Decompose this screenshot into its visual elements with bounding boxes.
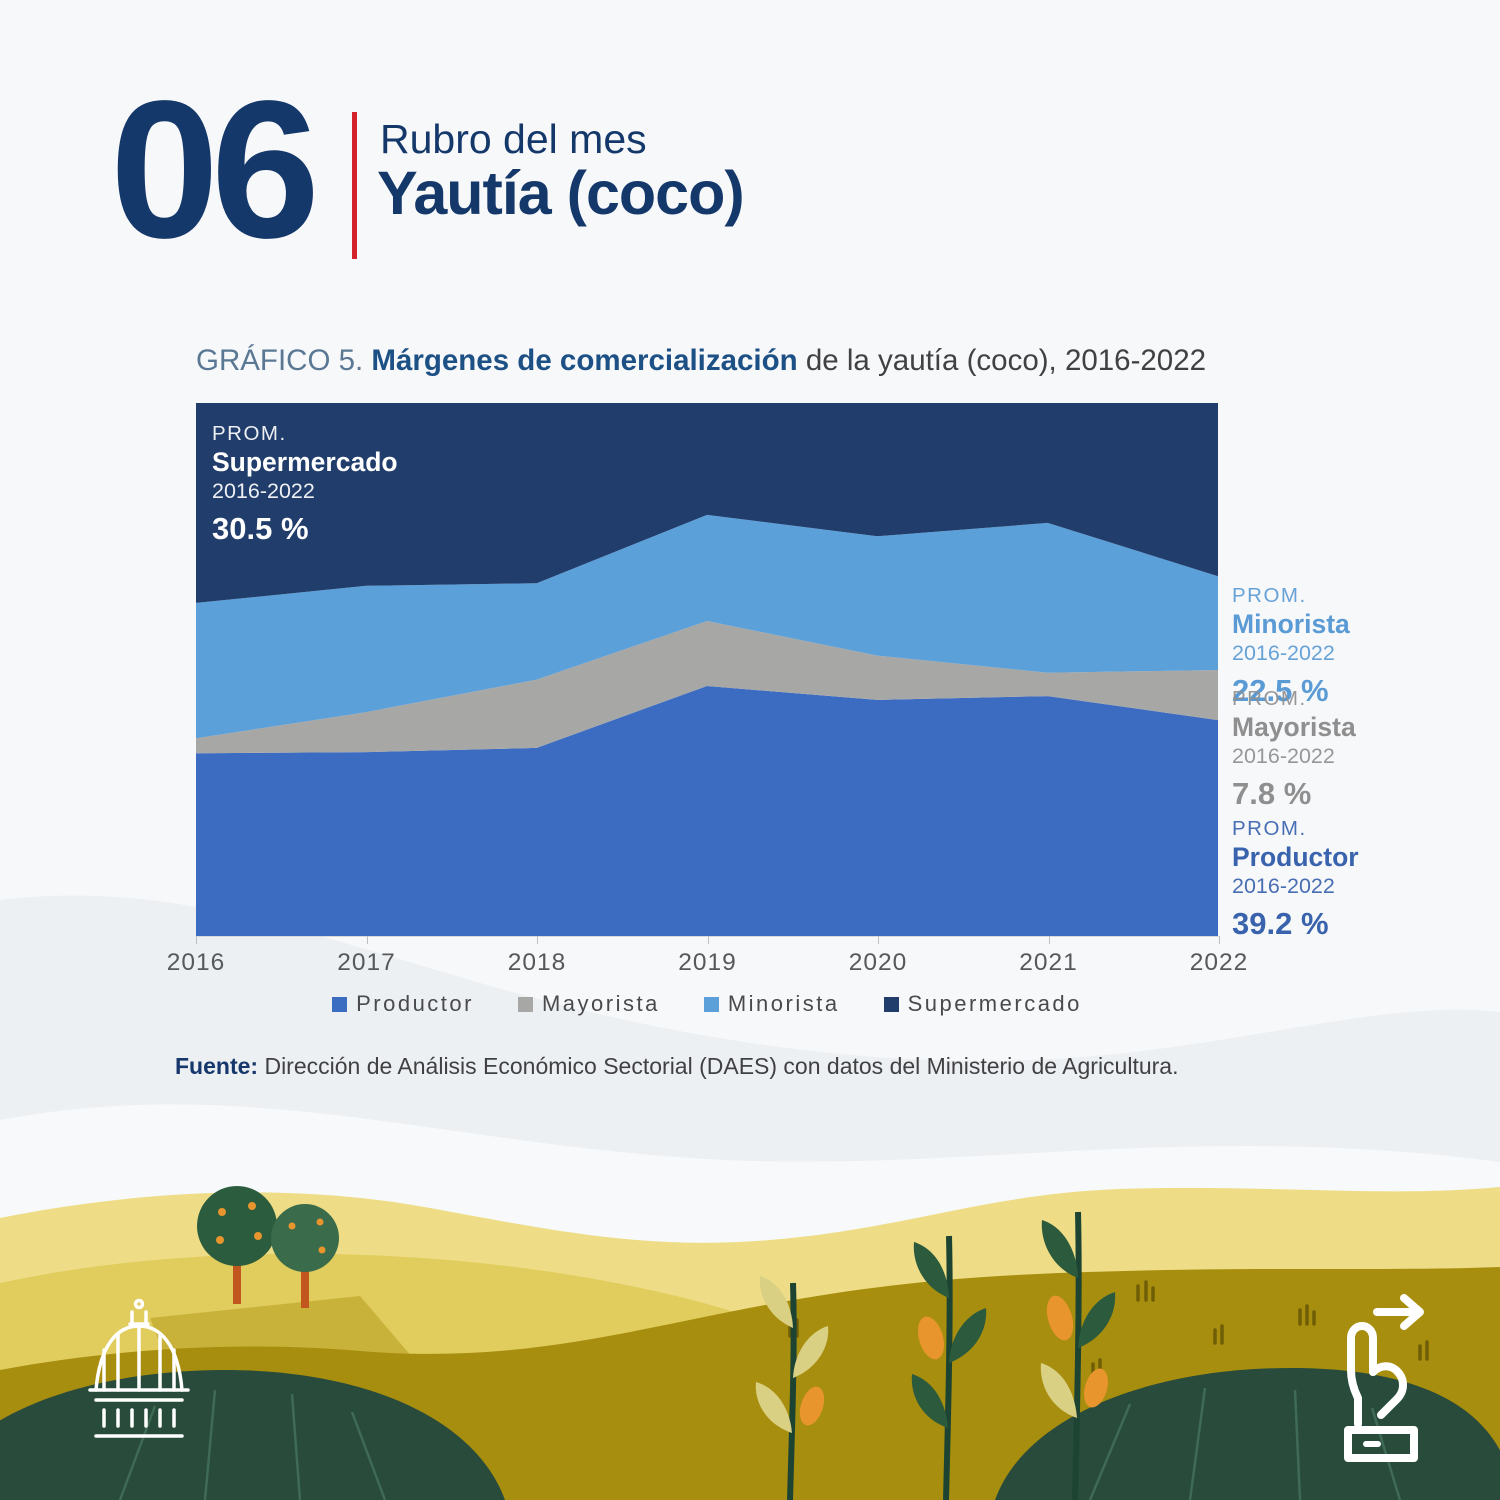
tree-icon — [197, 1186, 277, 1304]
area-series-minorista — [196, 514, 1218, 739]
annotation-supermercado: PROM. Supermercado 2016-2022 30.5 % — [212, 421, 398, 547]
annotation-prom-label: PROM. — [1232, 817, 1307, 840]
stacked-area-chart — [196, 403, 1218, 936]
x-axis-label: 2020 — [848, 949, 908, 976]
x-axis-tick — [707, 936, 709, 944]
legend-swatch — [703, 996, 719, 1012]
landscape-illustration — [0, 1186, 1500, 1500]
legend-label: Supermercado — [907, 991, 1082, 1016]
annotation-prom-label: PROM. — [1232, 687, 1307, 710]
x-axis-tick — [1048, 936, 1050, 944]
x-axis-label: 2016 — [166, 949, 226, 976]
legend-label: Mayorista — [541, 991, 660, 1016]
annotation-period: 2016-2022 — [1232, 744, 1335, 769]
tree-icon — [271, 1204, 339, 1308]
x-axis-tick — [1219, 936, 1220, 944]
legend-item-mayorista: Mayorista — [517, 991, 660, 1017]
annotation-minorista: PROM. Minorista 2016-2022 22.5 % — [1232, 583, 1350, 709]
source-label: Fuente: — [175, 1053, 259, 1079]
legend-swatch — [332, 996, 348, 1012]
annotation-series-name: Productor — [1232, 842, 1359, 872]
x-axis-tick — [196, 936, 197, 944]
legend-swatch — [517, 996, 533, 1012]
chart-heading-bold: Márgenes de comercialización — [371, 344, 798, 377]
annotation-period: 2016-2022 — [1232, 641, 1335, 666]
arrow-right-icon — [1373, 1294, 1424, 1330]
x-axis-label: 2018 — [507, 949, 567, 976]
legend-label: Minorista — [727, 991, 840, 1016]
page-number: 06 — [110, 60, 320, 279]
page-title: Yautía (coco) — [377, 159, 745, 227]
annotation-period: 2016-2022 — [1232, 874, 1335, 899]
source-line: Fuente: Dirección de Análisis Económico … — [175, 1053, 1178, 1080]
hill-field-lines — [1088, 1387, 1402, 1500]
section-kicker: Rubro del mes — [380, 116, 647, 162]
capitol-dome-icon — [88, 1298, 190, 1438]
annotation-series-name: Minorista — [1232, 609, 1350, 639]
grass-tufts — [788, 1280, 1429, 1378]
annotation-prom-label: PROM. — [212, 422, 287, 445]
annotation-value: 22.5 % — [1232, 672, 1329, 708]
x-axis-label: 2019 — [678, 949, 737, 976]
annotation-productor: PROM. Productor 2016-2022 39.2 % — [1232, 816, 1359, 942]
area-series-mayorista — [196, 621, 1218, 754]
annotation-mayorista: PROM. Mayorista 2016-2022 7.8 % — [1232, 686, 1356, 812]
green-hill-left — [0, 1370, 505, 1500]
green-hill-right — [995, 1368, 1500, 1500]
x-axis: 2016 2017 2018 2019 2020 2021 2022 — [167, 936, 1247, 976]
legend-item-productor: Productor — [332, 991, 474, 1017]
chart-legend: Productor Mayorista Minorista Supermercado — [196, 991, 1218, 1017]
chart-heading-prefix: GRÁFICO 5. — [196, 344, 372, 377]
chart-heading: GRÁFICO 5. Márgenes de comercialización … — [196, 344, 1206, 378]
legend-item-supermercado: Supermercado — [883, 991, 1082, 1017]
legend-label: Productor — [356, 991, 474, 1016]
corn-stalk-icon — [755, 1276, 829, 1500]
red-divider — [352, 112, 357, 259]
annotation-prom-label: PROM. — [1232, 584, 1307, 607]
hill-field-lines — [118, 1389, 387, 1500]
annotation-period: 2016-2022 — [212, 479, 315, 504]
annotation-series-name: Supermercado — [212, 447, 398, 477]
x-axis-label: 2021 — [1019, 949, 1078, 976]
x-axis-tick — [878, 936, 879, 944]
source-text: Dirección de Análisis Económico Sectoria… — [258, 1053, 1179, 1079]
chart-canvas — [196, 403, 1218, 936]
legend-item-minorista: Minorista — [703, 991, 840, 1017]
legend-swatch — [883, 996, 899, 1012]
x-axis-label: 2017 — [337, 949, 396, 976]
swipe-hand-icon — [1344, 1294, 1424, 1462]
area-series-supermercado — [196, 403, 1218, 603]
corn-stalk-icon — [911, 1233, 987, 1500]
annotation-value: 39.2 % — [1232, 905, 1329, 941]
chart-heading-suffix: de la yautía (coco), 2016-2022 — [797, 344, 1207, 377]
x-axis-label: 2022 — [1189, 949, 1249, 976]
corn-stalk-icon — [1040, 1211, 1116, 1500]
x-axis-tick — [537, 936, 538, 944]
x-axis-tick — [366, 936, 368, 944]
header: 06 Rubro del mes Yautía (coco) — [0, 0, 1500, 300]
annotation-series-name: Mayorista — [1232, 712, 1356, 742]
area-series-productor — [196, 686, 1218, 936]
annotation-value: 7.8 % — [1232, 775, 1312, 811]
annotation-value: 30.5 % — [212, 510, 309, 546]
